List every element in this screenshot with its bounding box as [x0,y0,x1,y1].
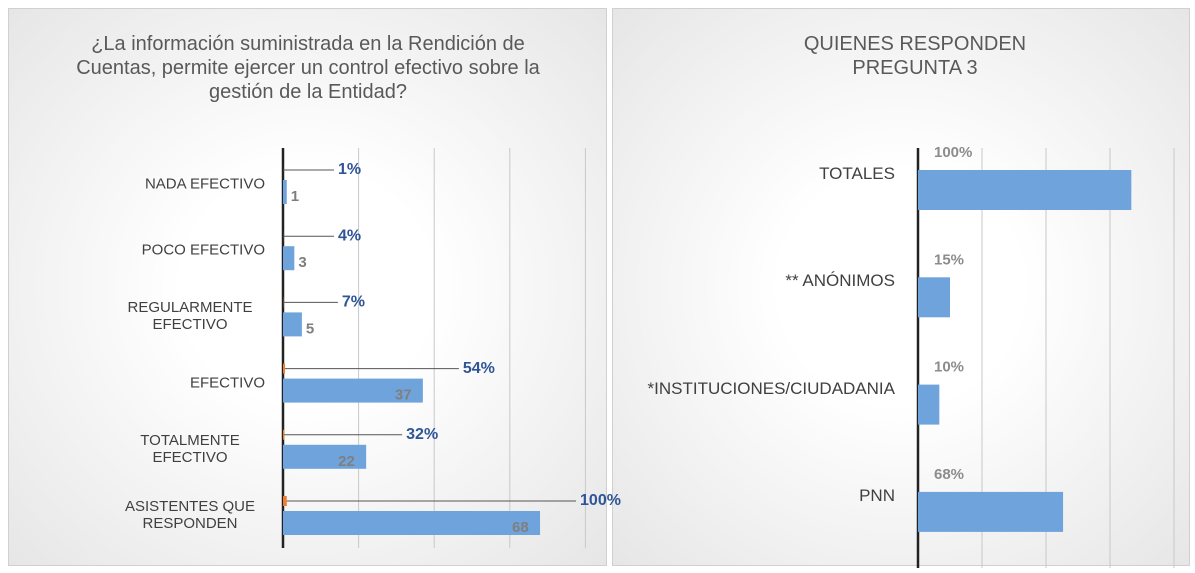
bar [918,277,950,318]
category-label: POCO EFECTIVO [141,241,265,259]
category-label: PNN [859,485,895,505]
bar [283,378,423,403]
category-label: TOTALES [819,164,895,183]
percent-label: 7% [342,294,365,311]
percent-label: 54% [463,360,495,377]
count-label: 37 [395,387,412,404]
category-label: EFECTIVO [189,374,265,392]
percent-bar [283,363,286,374]
category-label: TOTALMENTE EFECTIVO [140,431,240,466]
percent-label: 32% [406,426,438,443]
percent-label: 1% [338,161,361,178]
count-label: 3 [298,254,306,271]
percent-label: 4% [338,227,361,244]
left-panel [8,8,607,566]
right-panel [612,8,1190,566]
value-label: 68% [934,466,964,483]
count-label: 68 [512,519,529,536]
percent-bar [283,496,287,506]
category-label: REGULARMENTE EFECTIVO [127,299,253,334]
count-label: 1 [291,188,299,205]
category-label: *INSTITUCIONES/CIUDADANIA [647,378,895,398]
category-label: NADA EFECTIVO [144,175,265,193]
bar [918,384,940,425]
chart-title: ¿La información suministrada en la Rendi… [76,33,540,103]
chart-title: QUIENES RESPONDEN PREGUNTA 3 [803,33,1027,79]
value-label: 10% [934,359,964,376]
bar [283,511,541,535]
bar [283,180,287,204]
category-label: ** ANÓNIMOS [785,271,895,291]
percent-bar [283,429,285,440]
bar [918,170,1132,210]
count-label: 22 [338,453,355,470]
bar [918,491,1064,532]
bar [283,246,295,271]
value-label: 15% [934,251,964,268]
value-label: 100% [934,144,972,161]
percent-label: 100% [580,492,621,509]
category-label: ASISTENTES QUE RESPONDEN [124,498,256,532]
count-label: 5 [306,320,314,337]
bar [283,444,367,469]
bar [283,312,302,337]
